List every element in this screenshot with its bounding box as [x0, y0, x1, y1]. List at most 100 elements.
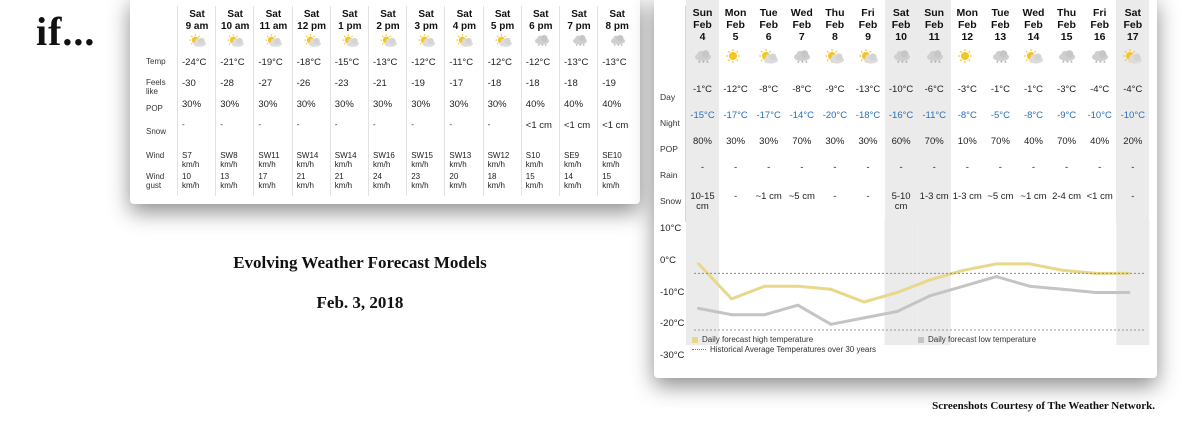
hourly-gust-value: 17	[258, 172, 268, 181]
row-label-wind-gust: Wind gust	[146, 172, 165, 190]
hourly-gust-value: 15	[602, 172, 612, 181]
hourly-temp-value: -12°C	[487, 57, 512, 68]
row-label-snow: Snow	[146, 127, 167, 136]
low-temp-point	[928, 294, 932, 298]
hourly-wind-unit: km/h	[525, 160, 544, 169]
daily-column: Thu Feb 8 -9°C -20°C 30% - -	[818, 0, 851, 222]
svg-text:* * *: * * *	[996, 61, 1007, 66]
hourly-column: Sat 8 pm * * * -13°C -19 40% <1 cm SE10 km/h 15 km…	[597, 0, 636, 196]
hourly-column: Sat 11 am -19°C -27 30% - SW11 km/h 17 km/h	[253, 0, 292, 196]
hourly-snow-value: <1 cm	[525, 120, 552, 131]
daily-column: Thu Feb 15 * * * -3°C -9°C 70% - 2-4 cm	[1050, 0, 1083, 222]
column-divider	[368, 6, 369, 196]
hourly-feels-value: -23	[334, 78, 349, 89]
daily-snow-value: -	[833, 191, 837, 202]
high-temp-point	[928, 278, 932, 282]
daily-dow: Sun	[692, 7, 713, 19]
daily-snow-value: 1-3 cm	[919, 191, 949, 202]
hourly-pop-value: 30%	[334, 99, 354, 110]
daily-rain-value: -	[965, 162, 969, 173]
hourly-feels-value: -17	[449, 78, 464, 89]
daily-pop-value: 70%	[792, 136, 812, 147]
daily-snow-value: 5-10 cm	[891, 191, 911, 212]
daily-dow: Thu	[1056, 7, 1077, 19]
daily-header: Sun Feb 4	[686, 7, 719, 43]
daily-dow: Wed	[1022, 7, 1045, 19]
daily-day-value: -13°C	[855, 84, 881, 95]
high-temp-point	[961, 268, 965, 272]
high-temp-point	[763, 284, 767, 288]
sun-cloud-icon	[1122, 49, 1144, 65]
high-temp-point	[895, 291, 899, 294]
hourly-snow-value: -	[449, 120, 453, 129]
daily-night-value: -17°C	[756, 110, 781, 121]
daily-date: 6	[765, 31, 772, 43]
daily-pop-value: 10%	[957, 136, 977, 147]
daily-pop-value: 30%	[759, 136, 779, 147]
hourly-wind-value: SW14	[334, 151, 357, 160]
daily-rain-value: -	[998, 162, 1002, 173]
high-temp-point	[697, 262, 701, 266]
y-axis-tick-label: 0°C	[660, 254, 676, 266]
hourly-snow-value: <1 cm	[564, 120, 591, 131]
low-temp-point	[829, 322, 833, 326]
hourly-pop-value: 40%	[525, 99, 545, 110]
hourly-wind-unit: km/h	[373, 160, 391, 169]
daily-pop-value: 30%	[726, 136, 746, 147]
hourly-wind-value: SW14	[296, 151, 319, 160]
snow-cloud-icon: * * *	[570, 34, 590, 50]
hourly-wind-value: S10	[525, 151, 541, 160]
daily-snow-value: 2-4 cm	[1052, 191, 1082, 202]
hourly-column: Sat 9 am -24°C -30 30% - S7 km/h 10 km/h	[177, 0, 216, 196]
daily-rain-value: -	[833, 162, 837, 173]
temperature-chart	[686, 220, 1150, 345]
hourly-feels-value: -18	[487, 78, 502, 89]
daily-column: Sat Feb 10 * * * -10°C -16°C 60% - 5-10 cm	[884, 0, 918, 222]
hourly-column: Sat 3 pm -12°C -19 30% - SW15 km/h 23 km/h	[406, 0, 445, 196]
daily-header: Fri Feb 16	[1083, 7, 1116, 43]
hourly-column: Sat 4 pm -11°C -17 30% - SW13 km/h 20 km/h	[444, 0, 483, 196]
hourly-header: Sat 8 pm	[598, 9, 636, 33]
svg-text:* * *: * * *	[614, 44, 624, 48]
daily-date: 10	[895, 31, 907, 43]
daily-pop-value: 40%	[1023, 136, 1043, 147]
hourly-temp-value: -12°C	[525, 57, 551, 68]
low-temp-point	[763, 313, 767, 317]
hourly-temp-value: -12°C	[411, 57, 436, 68]
low-temp-point	[796, 303, 800, 307]
daily-date: 5	[732, 31, 739, 43]
daily-day-value: -10°C	[888, 84, 914, 95]
hourly-wind-value: SW8	[220, 151, 238, 160]
row-label-feels-like: Feels like	[146, 78, 166, 96]
hourly-temp-value: -13°C	[602, 57, 627, 68]
daily-rain-value: -	[1031, 162, 1036, 173]
hourly-gust-unit: km/h	[182, 181, 200, 190]
daily-dow: Mon	[956, 7, 979, 19]
hourly-day: Sat	[571, 9, 587, 20]
daily-column: Mon Feb 12 -3°C -8°C 10% - 1-3 cm	[951, 0, 984, 222]
daily-date: 13	[994, 31, 1007, 43]
daily-month: Feb	[1057, 19, 1076, 31]
daily-dow: Sun	[924, 7, 945, 19]
daily-pop-value: 30%	[825, 136, 845, 147]
hourly-pop-value: 30%	[449, 99, 469, 110]
daily-month: Feb	[1123, 19, 1143, 31]
daily-dow: Sat	[892, 7, 910, 19]
daily-day-value: -4°C	[1090, 84, 1110, 95]
column-divider	[559, 6, 560, 196]
daily-night-value: -18°C	[855, 110, 881, 121]
legend-low-swatch	[918, 336, 924, 343]
hourly-day: Sat	[494, 9, 511, 20]
sun-icon	[725, 49, 747, 65]
snow-cloud-icon: * * *	[924, 49, 946, 67]
hourly-column: Sat 12 pm -18°C -26 30% - SW14 km/h 21 km/h	[291, 0, 331, 196]
hourly-gust-value: 21	[296, 172, 306, 181]
daily-snow-value: 1-3 cm	[952, 191, 982, 202]
high-temp-point	[1061, 268, 1065, 272]
hourly-time: 3 pm	[414, 21, 438, 32]
hourly-pop-value: 30%	[258, 99, 278, 110]
daily-rain-value: -	[932, 162, 936, 173]
daily-header: Thu Feb 8	[818, 7, 851, 43]
hourly-gust-unit: km/h	[296, 181, 314, 190]
hourly-pop-value: 30%	[373, 99, 393, 110]
